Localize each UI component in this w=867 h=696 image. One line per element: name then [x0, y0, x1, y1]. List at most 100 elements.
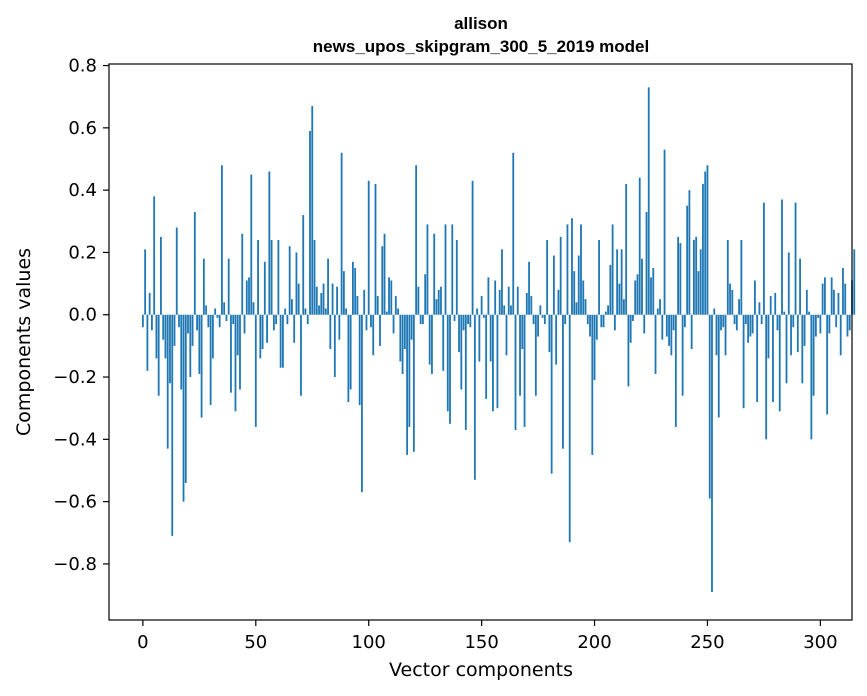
- bar-component-97: [361, 314, 363, 493]
- bar-component-297: [812, 314, 815, 396]
- bar-component-11: [166, 314, 169, 449]
- bar-component-239: [681, 314, 684, 396]
- bar-component-122: [417, 286, 420, 315]
- bar-component-23: [193, 211, 196, 315]
- bar-component-21: [189, 314, 192, 378]
- bar-component-223: [645, 211, 648, 315]
- bar-component-281: [776, 314, 779, 331]
- bar-component-46: [245, 280, 248, 315]
- bar-component-240: [683, 314, 686, 328]
- bar-component-310: [842, 268, 844, 315]
- bar-component-148: [476, 308, 479, 315]
- bar-component-185: [559, 236, 562, 315]
- bar-component-130: [435, 299, 438, 315]
- bar-component-146: [471, 180, 474, 315]
- bar-component-83: [329, 314, 332, 350]
- bar-component-298: [814, 314, 817, 337]
- bar-component-260: [729, 283, 731, 315]
- bar-component-140: [458, 314, 460, 353]
- bar-component-234: [670, 314, 673, 356]
- chart-title-line-2: news_upos_skipgram_300_5_2019 model: [313, 37, 649, 56]
- bar-component-194: [580, 224, 582, 315]
- bar-component-128: [431, 314, 433, 374]
- bar-component-52: [259, 314, 262, 359]
- bar-component-315: [853, 249, 856, 315]
- bar-component-246: [697, 271, 700, 315]
- bar-component-66: [291, 299, 293, 315]
- bar-component-215: [627, 314, 630, 387]
- bar-component-296: [810, 314, 813, 440]
- bar-component-163: [510, 305, 512, 315]
- bar-component-54: [263, 261, 266, 315]
- bar-component-265: [740, 239, 743, 315]
- bar-component-112: [394, 296, 397, 315]
- bar-component-291: [799, 258, 801, 315]
- bar-component-143: [464, 314, 467, 430]
- bar-component-13: [171, 314, 174, 536]
- bar-component-248: [702, 183, 704, 315]
- bar-component-171: [528, 261, 530, 315]
- bar-component-279: [772, 314, 774, 402]
- bar-component-67: [293, 314, 296, 343]
- bar-component-259: [726, 239, 729, 315]
- y-tick-label: −0.2: [53, 367, 97, 388]
- bar-component-102: [372, 314, 375, 356]
- bar-component-10: [164, 314, 167, 359]
- bar-component-30: [209, 314, 212, 406]
- x-tick-label: 300: [803, 632, 837, 653]
- bar-component-65: [288, 246, 291, 315]
- bar-component-211: [618, 283, 621, 315]
- bar-component-69: [297, 283, 300, 315]
- bar-component-115: [401, 314, 404, 374]
- bar-component-214: [625, 183, 628, 315]
- bar-component-270: [751, 314, 754, 334]
- bar-component-299: [817, 314, 820, 318]
- bar-component-258: [724, 314, 727, 356]
- bar-component-1: [144, 249, 147, 315]
- bar-component-200: [593, 314, 596, 381]
- bar-component-180: [548, 314, 551, 353]
- bar-component-313: [848, 314, 851, 331]
- bar-component-41: [234, 314, 237, 412]
- bar-component-14: [173, 314, 176, 346]
- x-tick-label: 0: [137, 632, 148, 653]
- bar-component-124: [422, 314, 424, 325]
- bar-component-219: [636, 274, 639, 315]
- bar-component-232: [665, 314, 668, 337]
- bar-component-198: [589, 314, 591, 337]
- bar-component-231: [663, 149, 666, 315]
- bar-component-24: [196, 314, 198, 331]
- bar-component-212: [620, 249, 623, 315]
- bar-component-273: [758, 302, 761, 315]
- bar-component-307: [835, 314, 838, 328]
- bar-component-160: [503, 305, 506, 315]
- bar-component-116: [403, 314, 406, 350]
- bar-component-210: [616, 249, 619, 315]
- bar-component-208: [611, 224, 614, 315]
- bar-component-68: [295, 252, 298, 315]
- bar-component-184: [557, 289, 560, 315]
- y-tick-label: −0.4: [53, 429, 97, 450]
- bar-component-264: [738, 299, 740, 315]
- bar-component-155: [492, 314, 494, 412]
- bar-component-300: [819, 314, 822, 334]
- bar-component-301: [821, 283, 824, 315]
- bar-component-253: [713, 308, 716, 315]
- bar-component-192: [575, 302, 578, 315]
- bar-component-266: [742, 314, 745, 409]
- bar-component-45: [243, 314, 246, 334]
- bar-component-110: [390, 280, 393, 315]
- bar-component-100: [367, 180, 370, 315]
- x-tick-label: 200: [577, 632, 611, 653]
- bar-component-182: [552, 255, 555, 315]
- bar-component-220: [638, 177, 641, 315]
- bar-component-39: [230, 314, 232, 393]
- bar-component-286: [787, 252, 790, 315]
- bar-component-235: [672, 314, 675, 331]
- bar-component-221: [641, 258, 643, 315]
- bar-component-190: [571, 218, 573, 315]
- bar-component-156: [494, 280, 497, 315]
- bar-component-308: [837, 292, 840, 315]
- bar-component-138: [453, 314, 456, 321]
- bar-component-252: [711, 314, 713, 592]
